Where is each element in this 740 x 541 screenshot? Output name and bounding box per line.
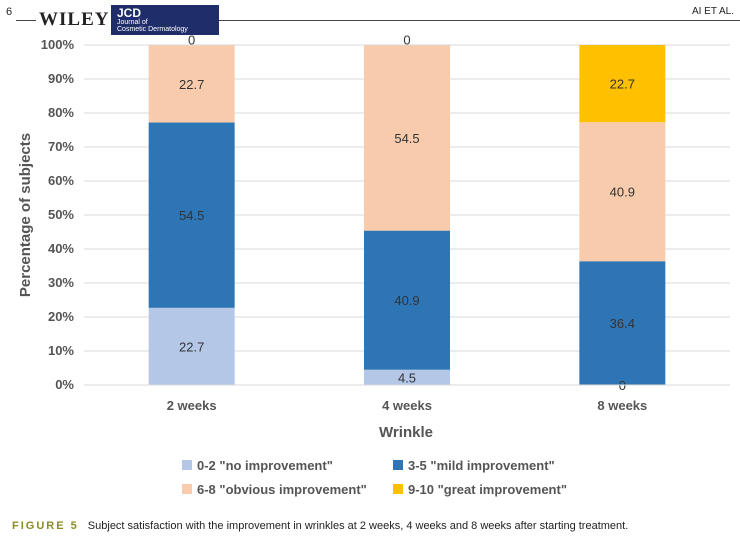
bar-segment (148, 122, 235, 308)
data-label: 0 (403, 32, 410, 47)
data-label: 54.5 (179, 208, 204, 223)
y-tick-label: 40% (48, 241, 74, 256)
header-rule (16, 20, 740, 21)
bar-segment (364, 230, 450, 370)
y-tick-label: 30% (48, 275, 74, 290)
axes: 0% 10% 20% 30% 40% 50% 60% 70% 80% 90% 100% 2 weeks… (41, 37, 730, 413)
data-label: 54.5 (394, 131, 419, 146)
data-label: 40.9 (394, 293, 419, 308)
journal-abbr: JCD (117, 6, 142, 20)
bar-segment (364, 369, 450, 385)
data-label: 22.7 (179, 339, 204, 354)
y-tick-label: 80% (48, 105, 74, 120)
legend-label: 6-8 "obvious improvement" (197, 482, 367, 497)
legend-swatch (182, 484, 192, 494)
x-axis-title: Wrinkle (379, 424, 433, 441)
bar-segment (579, 122, 666, 262)
y-tick-label: 70% (48, 139, 74, 154)
publisher-logo: WILEY (36, 9, 113, 31)
legend-swatch (182, 460, 192, 470)
data-label: 40.9 (610, 185, 635, 200)
figure-caption: FIGURE 5 Subject satisfaction with the i… (12, 520, 628, 532)
y-tick-label: 60% (48, 173, 74, 188)
x-tick-label: 4 weeks (382, 398, 432, 413)
figure-label: FIGURE 5 (12, 520, 79, 532)
y-tick-label: 0% (55, 377, 74, 392)
y-tick-label: 100% (41, 37, 75, 52)
y-tick-label: 10% (48, 343, 74, 358)
y-tick-label: 50% (48, 207, 74, 222)
page-number: 6 (6, 6, 13, 18)
x-tick-label: 8 weeks (597, 398, 647, 413)
page-header: 6 WILEY JCD Journal of Cosmetic Dermatol… (0, 0, 740, 35)
legend-label: 9-10 "great improvement" (408, 482, 567, 497)
legend-swatch (393, 460, 403, 470)
data-label: 36.4 (610, 316, 635, 331)
journal-logo: JCD Journal of Cosmetic Dermatology (111, 5, 219, 35)
journal-line-1: Journal of (117, 19, 148, 26)
y-axis-title: Percentage of subjects (17, 133, 34, 297)
x-tick-label: 2 weeks (167, 398, 217, 413)
data-label: 0 (188, 32, 195, 47)
bars (148, 45, 666, 385)
legend-swatch (393, 484, 403, 494)
data-labels: 22.754.522.704.540.954.50036.440.922.7 (179, 32, 635, 393)
stacked-bar-chart: 22.754.522.704.540.954.50036.440.922.7 0… (17, 32, 730, 497)
journal-line-2: Cosmetic Dermatology (117, 26, 188, 33)
bar-segment (579, 261, 666, 385)
y-tick-label: 90% (48, 71, 74, 86)
bar-segment (364, 45, 450, 231)
legend-label: 3-5 "mild improvement" (408, 458, 555, 473)
bar-segment (579, 45, 666, 123)
running-head: AI ET AL. (687, 6, 734, 17)
figure-caption-text: Subject satisfaction with the improvemen… (87, 520, 629, 532)
legend: 0-2 "no improvement" 3-5 "mild improvemen… (182, 458, 567, 497)
bar-segment (148, 307, 235, 385)
legend-label: 0-2 "no improvement" (197, 458, 333, 473)
y-tick-label: 20% (48, 309, 74, 324)
data-label: 22.7 (179, 77, 204, 92)
bar-segment (148, 45, 235, 123)
data-label: 4.5 (398, 370, 416, 385)
data-label: 22.7 (610, 77, 635, 92)
